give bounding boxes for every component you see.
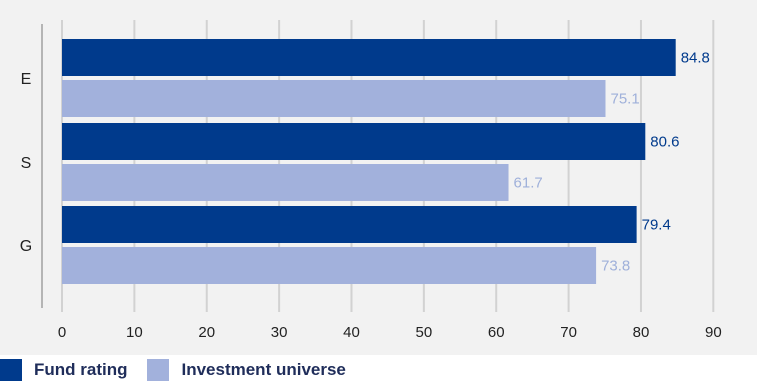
x-tick-label-70: 70 [560,324,577,341]
legend-swatch-fund-rating [0,358,22,381]
x-tick-label-0: 0 [58,324,66,341]
legend-label-investment-universe: Investment universe [181,359,346,379]
x-tick-label-30: 30 [271,324,288,341]
value-label-fund-rating-g: 79.4 [642,217,671,234]
value-label-fund-rating-s: 80.6 [650,134,679,151]
x-tick-label-40: 40 [343,324,360,341]
bar-chart: 0 10 20 30 40 50 60 70 80 90 E 84.8 75.1 S 80.6 61.7 G 79… [20,20,722,341]
bar-investment-universe-g [62,247,597,284]
category-label-s: S [21,155,32,172]
legend-swatch-investment-universe [147,358,170,381]
bar-investment-universe-e [62,80,606,117]
legend-label-fund-rating: Fund rating [34,359,128,379]
bar-fund-rating-e [62,39,676,76]
x-tick-label-80: 80 [633,324,650,341]
value-label-investment-universe-g: 73.8 [601,258,630,275]
x-tick-label-10: 10 [126,324,143,341]
category-label-g: G [20,238,32,255]
value-label-investment-universe-s: 61.7 [514,175,543,192]
x-tick-label-90: 90 [705,324,722,341]
x-tick-label-60: 60 [488,324,505,341]
bar-fund-rating-s [62,123,646,160]
legend-item-fund-rating: Fund rating [0,358,128,381]
value-label-fund-rating-e: 84.8 [681,50,710,67]
legend: Fund rating Investment universe [0,358,366,381]
value-label-investment-universe-e: 75.1 [610,91,639,108]
category-label-e: E [21,71,32,88]
legend-item-investment-universe: Investment universe [147,358,346,381]
x-tick-label-20: 20 [198,324,215,341]
bar-fund-rating-g [62,206,637,243]
x-tick-label-50: 50 [416,324,433,341]
bar-investment-universe-s [62,164,509,201]
chart-area: 0 10 20 30 40 50 60 70 80 90 E 84.8 75.1 S 80.6 61.7 G 79… [0,0,757,355]
